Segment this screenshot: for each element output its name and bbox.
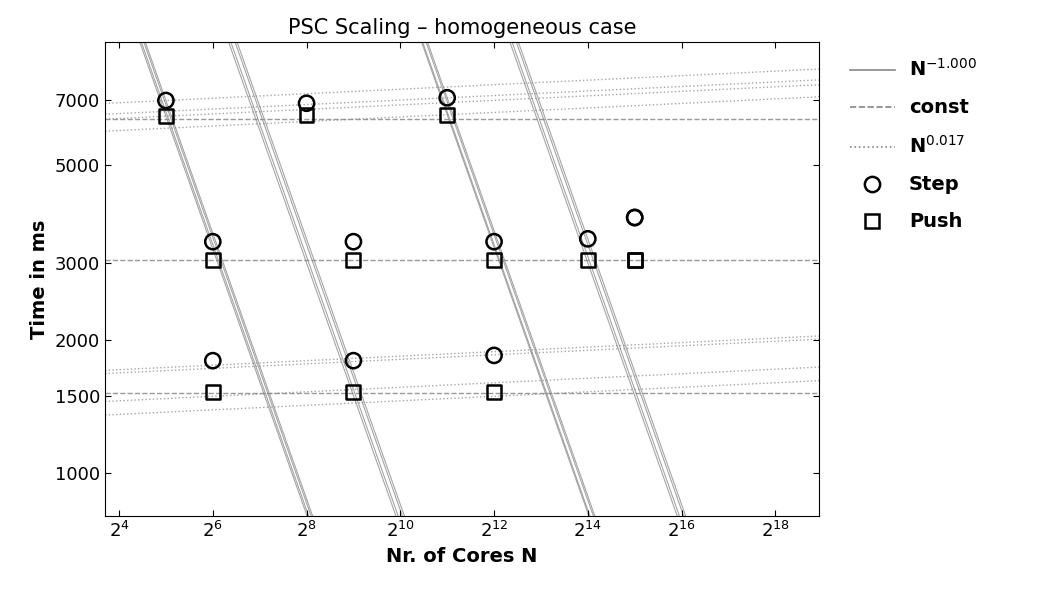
Point	[345, 356, 362, 365]
Legend: N$^{-1.000}$, const, N$^{0.017}$, Step, Push: N$^{-1.000}$, const, N$^{0.017}$, Step, …	[842, 51, 985, 238]
Point	[298, 110, 315, 119]
Point	[486, 387, 503, 397]
Point	[580, 255, 596, 265]
Point	[486, 237, 503, 247]
Title: PSC Scaling – homogeneous case: PSC Scaling – homogeneous case	[288, 17, 636, 38]
Point	[345, 255, 362, 265]
Point	[205, 237, 222, 247]
Point	[158, 112, 174, 121]
Point	[158, 95, 174, 105]
Point	[345, 387, 362, 397]
Point	[626, 255, 643, 265]
Point	[626, 213, 643, 223]
Point	[626, 255, 643, 265]
Point	[205, 255, 222, 265]
Point	[205, 387, 222, 397]
Point	[626, 213, 643, 223]
Point	[439, 93, 456, 103]
Point	[580, 234, 596, 244]
Point	[486, 255, 503, 265]
Point	[298, 98, 315, 108]
Point	[345, 237, 362, 247]
Y-axis label: Time in ms: Time in ms	[30, 220, 49, 338]
Point	[205, 356, 222, 365]
Point	[439, 110, 456, 119]
Point	[486, 350, 503, 360]
X-axis label: Nr. of Cores N: Nr. of Cores N	[386, 547, 538, 566]
